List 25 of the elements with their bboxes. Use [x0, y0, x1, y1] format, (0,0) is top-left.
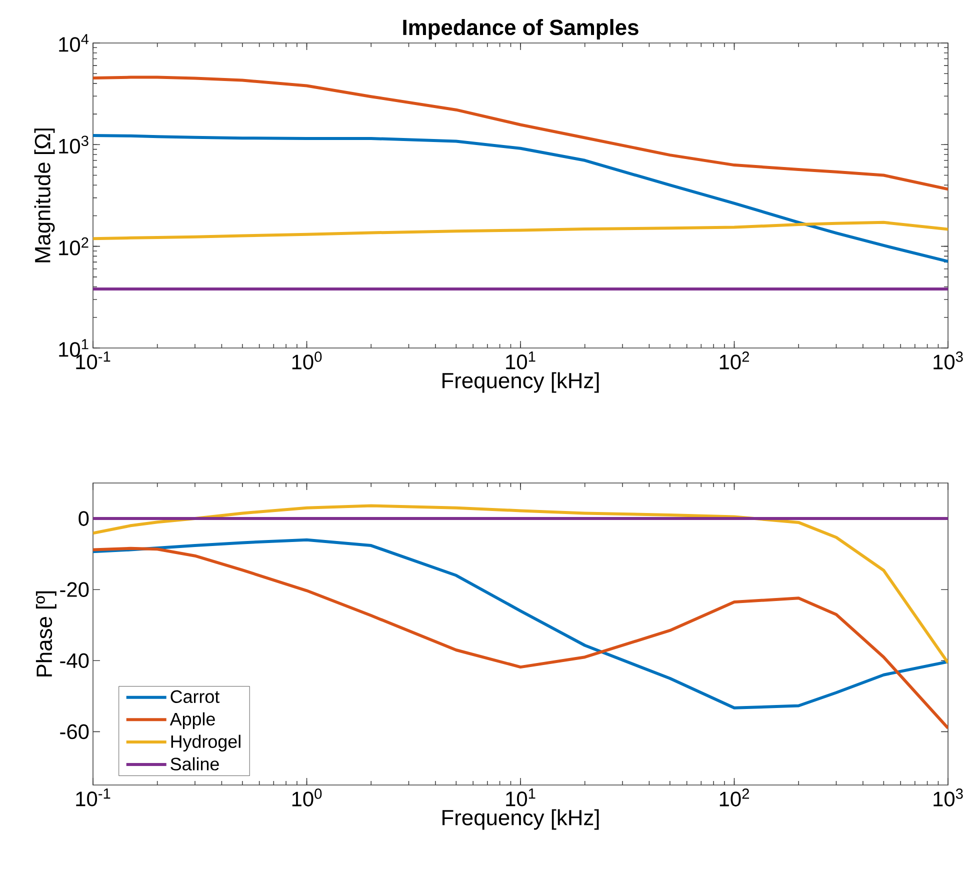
x-axis-title: Frequency [kHz] — [442, 372, 599, 393]
x-axis-title: Frequency [kHz] — [442, 809, 599, 830]
x-tick-label: 10$^{0}$ — [292, 788, 322, 806]
legend-label: Apple — [170, 712, 215, 730]
legend-label: Saline — [170, 757, 219, 770]
y-tick-label: -60 — [60, 724, 89, 740]
y-tick-label: 10$^{2}$ — [59, 237, 88, 256]
x-tick-label: 10$^{2}$ — [720, 352, 749, 370]
y-axis-title: Phase [º] — [36, 591, 56, 676]
y-tick-label: -20 — [60, 582, 89, 597]
x-tick-label: 10$^{2}$ — [720, 788, 749, 806]
y-tick-label: 10$^{3}$ — [59, 136, 88, 154]
x-tick-label: 10$^{-1}$ — [76, 788, 110, 806]
y-tick-label: 0 — [78, 511, 89, 526]
legend-label: Hydrogel — [171, 734, 240, 752]
y-tick-label: 10$^{4}$ — [59, 34, 89, 52]
chart-title: Impedance of Samples — [403, 19, 638, 40]
x-tick-label: 10$^{1}$ — [506, 788, 536, 806]
y-axis-title: Magnitude [Ω] — [34, 128, 55, 262]
legend-label: Carrot — [170, 690, 220, 704]
x-tick-label: 10$^{0}$ — [292, 352, 322, 370]
x-tick-label: 10$^{3}$ — [934, 788, 963, 806]
x-tick-label: 10$^{3}$ — [934, 352, 963, 370]
x-tick-label: 10$^{1}$ — [506, 352, 536, 370]
y-tick-label: -40 — [60, 653, 89, 668]
